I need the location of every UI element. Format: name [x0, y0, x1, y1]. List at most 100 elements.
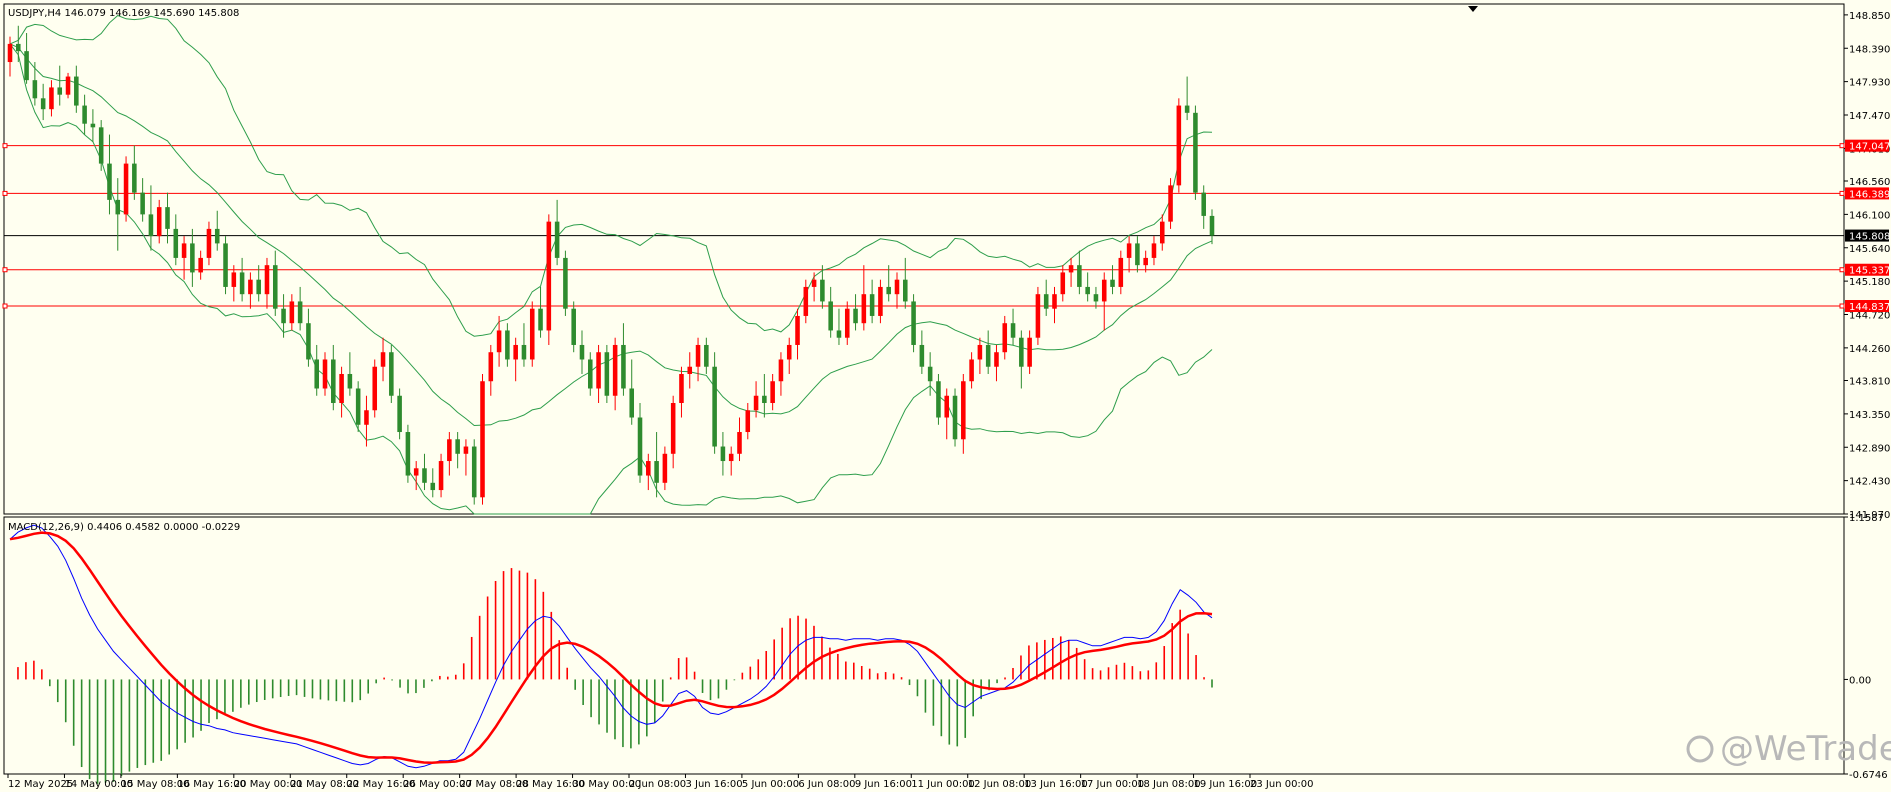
candle-body	[778, 359, 784, 382]
price-panel-frame	[3, 3, 1845, 515]
level-handle	[1839, 303, 1845, 309]
price-header: USDJPY,H4 146.079 146.169 145.690 145.80…	[8, 8, 239, 19]
price-panel[interactable]: USDJPY,H4 146.079 146.169 145.690 145.80…	[2, 3, 1845, 515]
candle-body	[505, 330, 510, 360]
candle-body	[604, 352, 610, 396]
candle-body	[1085, 286, 1090, 295]
candle-body	[587, 359, 593, 389]
candle-body	[397, 395, 402, 433]
candle-body	[554, 221, 560, 258]
level-tag-label: 147.047	[1849, 142, 1890, 153]
candle-body	[1151, 243, 1157, 258]
candle-body	[770, 381, 775, 404]
time-tick-label: 15 May 08:00	[121, 779, 190, 790]
price-tick-label: 146.560	[1849, 177, 1890, 188]
candle-body	[148, 214, 154, 237]
candle-body	[24, 51, 29, 81]
candle-body	[372, 366, 378, 411]
candle-body	[762, 395, 767, 404]
candle-body	[1126, 243, 1132, 258]
candle-body	[57, 87, 63, 95]
level-handle	[2, 267, 8, 273]
candle-body	[629, 388, 635, 418]
price-tick-label: 142.890	[1849, 443, 1890, 454]
candle-body	[936, 381, 941, 418]
macd-tick-label: 0.00	[1849, 675, 1871, 686]
candle-body	[413, 468, 419, 476]
candle-body	[952, 395, 958, 440]
price-tick-label: 142.430	[1849, 477, 1890, 488]
candle-body	[132, 163, 137, 193]
macd-histogram	[17, 568, 1213, 784]
candle-body	[239, 272, 245, 295]
watermark: @WeTrade	[1686, 729, 1891, 769]
candle-body	[670, 403, 676, 454]
candle-body	[198, 257, 203, 273]
level-tag	[1845, 187, 1889, 200]
candle-body	[911, 301, 916, 345]
candle-body	[1093, 294, 1099, 302]
candle-body	[969, 359, 974, 382]
macd-panel-frame	[3, 516, 1845, 775]
candle-body	[380, 352, 386, 367]
time-tick-label: 18 Jun 08:00	[1137, 779, 1201, 790]
candlesticks	[7, 25, 1215, 505]
time-tick-label: 5 Jun 00:00	[742, 779, 799, 790]
level-handle	[1839, 190, 1845, 196]
candle-body	[1168, 185, 1173, 222]
candle-body	[65, 76, 71, 95]
candle-body	[596, 352, 601, 389]
candle-body	[704, 344, 709, 367]
candle-body	[98, 127, 104, 164]
candle-body	[853, 308, 858, 324]
candle-body	[231, 272, 237, 287]
candle-body	[654, 461, 659, 483]
time-tick-label: 19 Jun 16:00	[1194, 779, 1258, 790]
time-tick-label: 2 Jun 08:00	[629, 779, 686, 790]
candle-body	[513, 344, 518, 360]
candle-body	[621, 344, 626, 389]
candle-body	[894, 279, 900, 295]
candle-body	[1176, 105, 1182, 186]
candle-body	[181, 243, 187, 258]
candle-body	[107, 163, 112, 200]
candle-body	[546, 221, 552, 331]
candle-body	[795, 315, 800, 345]
macd-panel[interactable]: MACD(12,26,9) 0.4406 0.4582 0.0000 -0.02…	[3, 516, 1845, 784]
candle-body	[728, 453, 734, 462]
price-tick-label: 147.930	[1849, 78, 1890, 89]
time-tick-label: 11 Jun 00:00	[911, 779, 975, 790]
candle-body	[695, 344, 701, 367]
price-tick-label: 145.180	[1849, 277, 1890, 288]
time-tick-label: 28 May 16:00	[516, 779, 585, 790]
candle-body	[1068, 265, 1074, 273]
candle-body	[1019, 337, 1024, 367]
price-tick-label: 143.810	[1849, 377, 1890, 388]
candle-body	[745, 410, 751, 433]
time-tick-label: 20 May 00:00	[234, 779, 303, 790]
price-tick-label: 148.390	[1849, 44, 1890, 55]
candle-body	[571, 308, 576, 345]
candle-body	[115, 199, 121, 215]
candle-body	[1002, 323, 1008, 353]
level-tag	[1845, 300, 1889, 313]
time-tick-label: 14 May 00:00	[64, 779, 133, 790]
candle-body	[1118, 257, 1124, 287]
candle-body	[264, 265, 270, 295]
level-handle	[1839, 267, 1845, 273]
candle-body	[339, 373, 344, 404]
candle-body	[322, 359, 328, 389]
price-tick-label: 147.470	[1849, 111, 1890, 122]
candle-body	[488, 352, 494, 382]
signal-line	[9, 531, 1213, 764]
candle-body	[977, 344, 983, 360]
level-tag	[1845, 139, 1889, 152]
price-tick-label: 148.850	[1849, 11, 1890, 22]
level-tag	[1845, 263, 1889, 276]
candle-body	[214, 228, 220, 244]
price-tick-label: 146.100	[1849, 210, 1890, 221]
candle-body	[753, 395, 759, 411]
candle-body	[828, 301, 833, 331]
candle-body	[173, 228, 179, 258]
candle-body	[297, 301, 303, 324]
